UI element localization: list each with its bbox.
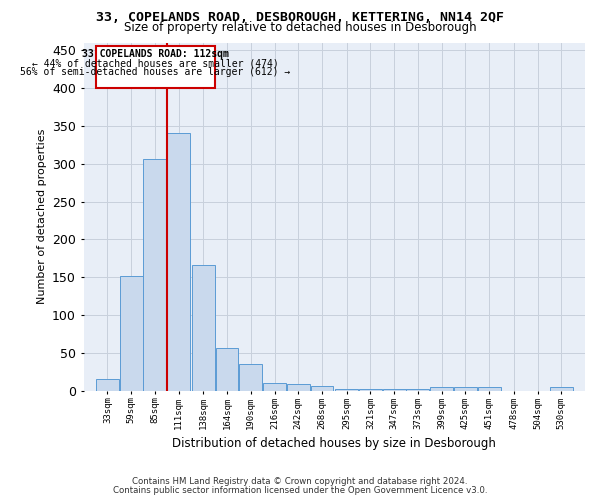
- Bar: [192, 265, 215, 391]
- Text: 56% of semi-detached houses are larger (612) →: 56% of semi-detached houses are larger (…: [20, 68, 290, 78]
- Bar: [478, 387, 500, 391]
- Bar: [454, 387, 477, 391]
- Text: Size of property relative to detached houses in Desborough: Size of property relative to detached ho…: [124, 22, 476, 35]
- FancyBboxPatch shape: [95, 46, 215, 88]
- Bar: [406, 388, 429, 391]
- X-axis label: Distribution of detached houses by size in Desborough: Distribution of detached houses by size …: [172, 437, 496, 450]
- Bar: [96, 378, 119, 391]
- Y-axis label: Number of detached properties: Number of detached properties: [37, 129, 47, 304]
- Bar: [383, 388, 406, 391]
- Bar: [143, 159, 166, 391]
- Bar: [120, 276, 143, 391]
- Text: ← 44% of detached houses are smaller (474): ← 44% of detached houses are smaller (47…: [32, 58, 278, 68]
- Bar: [311, 386, 334, 391]
- Text: 33, COPELANDS ROAD, DESBOROUGH, KETTERING, NN14 2QF: 33, COPELANDS ROAD, DESBOROUGH, KETTERIN…: [96, 11, 504, 24]
- Bar: [430, 387, 453, 391]
- Bar: [263, 384, 286, 391]
- Text: 33 COPELANDS ROAD: 112sqm: 33 COPELANDS ROAD: 112sqm: [82, 50, 229, 59]
- Bar: [335, 388, 358, 391]
- Bar: [239, 364, 262, 391]
- Text: Contains public sector information licensed under the Open Government Licence v3: Contains public sector information licen…: [113, 486, 487, 495]
- Bar: [215, 348, 238, 391]
- Bar: [550, 387, 572, 391]
- Bar: [359, 388, 382, 391]
- Bar: [167, 134, 190, 391]
- Bar: [287, 384, 310, 391]
- Text: Contains HM Land Registry data © Crown copyright and database right 2024.: Contains HM Land Registry data © Crown c…: [132, 477, 468, 486]
